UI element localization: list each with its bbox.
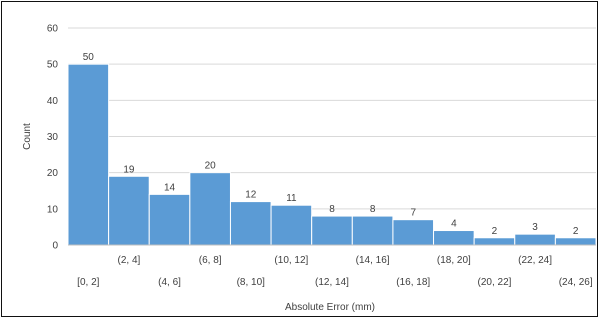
y-tick-label: 40 bbox=[47, 96, 59, 107]
data-label: 3 bbox=[532, 222, 538, 233]
y-tick-label: 20 bbox=[47, 168, 59, 179]
data-label: 8 bbox=[370, 204, 376, 215]
x-tick-label: (4, 6] bbox=[158, 277, 181, 288]
data-label: 7 bbox=[410, 208, 416, 219]
data-label: 2 bbox=[573, 226, 579, 237]
data-label: 20 bbox=[205, 161, 217, 172]
x-tick-label: (12, 14] bbox=[315, 277, 349, 288]
bar bbox=[189, 172, 231, 246]
y-axis-ticks: 0 10 20 30 40 50 60 bbox=[47, 24, 59, 252]
y-tick-label: 50 bbox=[47, 60, 59, 71]
x-tick-label: [0, 2] bbox=[77, 277, 99, 288]
y-tick-label: 10 bbox=[47, 204, 59, 215]
x-tick-label: (14, 16] bbox=[356, 255, 390, 266]
x-tick-label: (18, 20] bbox=[437, 255, 471, 266]
bar bbox=[311, 215, 353, 246]
bars bbox=[67, 63, 597, 246]
y-tick-label: 60 bbox=[47, 24, 59, 35]
x-tick-label: (2, 4] bbox=[118, 255, 141, 266]
x-tick-label: (8, 10] bbox=[237, 277, 266, 288]
x-axis-title: Absolute Error (mm) bbox=[285, 302, 375, 313]
data-label: 14 bbox=[164, 182, 176, 193]
x-tick-label: (20, 22] bbox=[478, 277, 512, 288]
data-label: 4 bbox=[451, 219, 457, 230]
x-tick-label: (10, 12] bbox=[274, 255, 308, 266]
bar bbox=[148, 193, 191, 246]
y-axis-title: Count bbox=[22, 123, 33, 150]
data-label: 11 bbox=[286, 193, 297, 204]
bar bbox=[229, 201, 272, 246]
data-label: 12 bbox=[245, 190, 257, 201]
bar bbox=[473, 237, 516, 246]
bar bbox=[108, 175, 150, 246]
bar bbox=[67, 63, 110, 246]
data-label: 19 bbox=[123, 164, 135, 175]
data-label: 8 bbox=[329, 204, 335, 215]
x-axis-ticks: [0, 2] (2, 4] (4, 6] (6, 8] (8, 10] (10, 12] (… bbox=[77, 255, 593, 288]
data-label: 50 bbox=[83, 52, 95, 63]
data-labels: 50 19 14 20 12 11 8 8 7 4 2 3 2 bbox=[83, 52, 579, 237]
bar bbox=[392, 219, 435, 246]
bar bbox=[514, 233, 556, 246]
bar bbox=[554, 237, 597, 246]
y-tick-label: 30 bbox=[47, 132, 59, 143]
x-tick-label: (24, 26] bbox=[559, 277, 593, 288]
bar bbox=[270, 204, 313, 246]
bar bbox=[351, 215, 394, 246]
bar bbox=[433, 230, 475, 246]
x-tick-label: (22, 24] bbox=[518, 255, 552, 266]
data-label: 2 bbox=[492, 226, 498, 237]
x-tick-label: (6, 8] bbox=[199, 255, 222, 266]
y-tick-label: 0 bbox=[52, 241, 58, 252]
x-tick-label: (16, 18] bbox=[396, 277, 430, 288]
